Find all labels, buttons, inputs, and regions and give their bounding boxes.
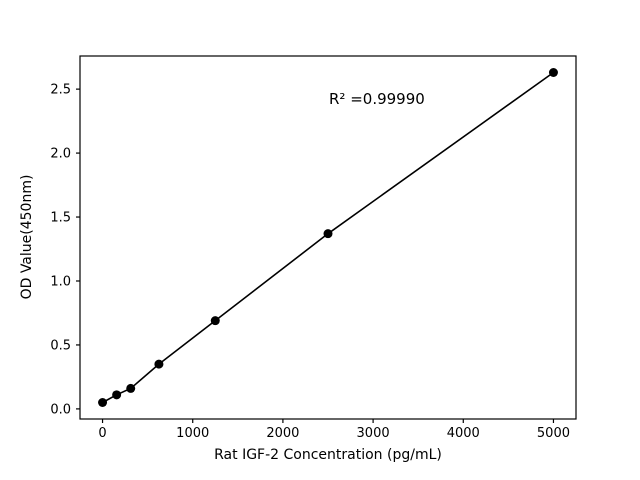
y-tick-label: 2.0 xyxy=(50,147,71,162)
y-tick-label: 1.5 xyxy=(50,211,71,226)
x-tick-label: 2000 xyxy=(266,426,299,441)
data-point-marker xyxy=(548,68,558,77)
data-point-marker xyxy=(112,390,122,400)
x-axis-label: Rat IGF-2 Concentration (pg/mL) xyxy=(214,447,442,463)
axes-frame xyxy=(79,55,577,420)
data-point-marker xyxy=(323,229,333,239)
y-tick-label: 0.0 xyxy=(50,402,71,417)
x-tick-label: 0 xyxy=(98,426,106,441)
x-tick-label: 4000 xyxy=(447,426,480,441)
x-tick-label: 3000 xyxy=(357,426,390,441)
r-squared-annotation: R² =0.99990 xyxy=(329,90,425,108)
y-tick-label: 0.5 xyxy=(50,338,71,353)
x-tick-label: 5000 xyxy=(537,426,570,441)
y-tick-label: 1.0 xyxy=(50,274,71,289)
y-tick-label: 2.5 xyxy=(50,83,71,98)
data-point-marker xyxy=(154,359,164,369)
x-tick-label: 1000 xyxy=(176,426,209,441)
data-point-marker xyxy=(210,316,220,326)
data-point-marker xyxy=(98,398,108,407)
y-axis-label: OD Value(450nm) xyxy=(19,174,35,300)
data-point-marker xyxy=(126,383,136,393)
